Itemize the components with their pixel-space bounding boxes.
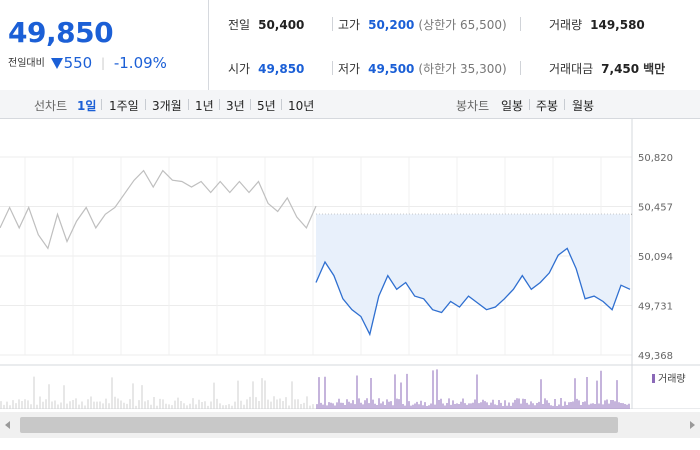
series-area-today	[316, 214, 630, 335]
current-price-box: 49,850 전일대비 550 | -1.09%	[0, 0, 209, 90]
stat-label: 고가	[338, 18, 361, 32]
stat-label: 거래량	[549, 18, 583, 32]
divider	[281, 99, 282, 110]
stat-label: 저가	[338, 62, 361, 76]
tab-period-1y[interactable]: 1년	[195, 99, 214, 113]
stat-value: 50,200	[368, 18, 415, 32]
stat-trade-value: 거래대금 7,450 백만	[549, 60, 665, 77]
stat-value: 7,450	[601, 62, 640, 76]
scroll-right-icon[interactable]	[690, 421, 695, 429]
tab-period-1d[interactable]: 1일	[77, 99, 97, 113]
candle-chart-label: 봉차트	[456, 99, 490, 113]
intraday-chart: 50,820 50,457 50,094 49,731 49,368 거래량	[0, 119, 700, 409]
tab-candle-daily[interactable]: 일봉	[501, 99, 524, 113]
divider	[188, 99, 189, 110]
tab-period-5y[interactable]: 5년	[257, 99, 276, 113]
stat-label: 거래대금	[549, 62, 594, 76]
price-summary: 49,850 전일대비 550 | -1.09% 전일 50,400 고가 50,2…	[0, 0, 700, 91]
stat-sub: (하한가 35,300)	[418, 62, 507, 76]
tab-period-3y[interactable]: 3년	[226, 99, 245, 113]
change-percent: -1.09%	[113, 54, 167, 72]
stat-sub: (상한가 65,500)	[418, 18, 507, 32]
stat-value: 49,850	[258, 62, 305, 76]
stat-unit: 백만	[643, 62, 666, 76]
volume-legend-swatch	[652, 374, 655, 383]
change-amount: 550	[63, 54, 93, 72]
tab-period-3m[interactable]: 3개월	[152, 99, 182, 113]
y-tick-label: 49,368	[638, 351, 673, 362]
stat-prev-close: 전일 50,400	[228, 16, 304, 33]
down-triangle-icon	[50, 58, 63, 69]
chart-toolbar: 선차트 1일 1주일 3개월 1년 3년 5년 10년 봉차트 일봉 주봉 월봉	[0, 90, 700, 119]
stat-high: 고가 50,200 (상한가 65,500)	[338, 16, 507, 33]
stat-value: 149,580	[590, 18, 645, 32]
divider	[529, 99, 530, 110]
y-tick-label: 50,820	[638, 153, 673, 164]
y-tick-label: 49,731	[638, 302, 673, 313]
volume-legend-label: 거래량	[658, 373, 686, 385]
stat-value: 49,500	[368, 62, 415, 76]
tab-candle-weekly[interactable]: 주봉	[536, 99, 559, 113]
divider	[564, 99, 565, 110]
divider	[332, 17, 333, 31]
divider	[520, 61, 521, 75]
stat-label: 전일	[228, 18, 251, 32]
stat-value: 50,400	[258, 18, 305, 32]
divider	[101, 99, 102, 110]
y-tick-label: 50,094	[638, 252, 673, 263]
tab-period-1w[interactable]: 1주일	[109, 99, 139, 113]
divider	[520, 17, 521, 31]
line-chart-label: 선차트	[34, 99, 68, 113]
current-price: 49,850	[8, 16, 114, 49]
divider	[145, 99, 146, 110]
divider	[219, 99, 220, 110]
change-label: 전일대비	[8, 58, 45, 69]
series-line-prev-day	[0, 169, 317, 250]
scroll-thumb[interactable]	[20, 417, 618, 433]
tab-period-10y[interactable]: 10년	[288, 99, 315, 113]
scroll-left-icon[interactable]	[5, 421, 10, 429]
divider	[332, 61, 333, 75]
chart-scrollbar[interactable]	[0, 412, 700, 438]
stat-volume: 거래량 149,580	[549, 16, 645, 33]
series-line-today	[315, 247, 631, 337]
divider	[250, 99, 251, 110]
stat-low: 저가 49,500 (하한가 35,300)	[338, 60, 507, 77]
price-change: 전일대비 550 | -1.09%	[8, 54, 167, 72]
stat-open: 시가 49,850	[228, 60, 304, 77]
y-tick-label: 50,457	[638, 203, 673, 214]
chart-svg: 50,820 50,457 50,094 49,731 49,368 거래량	[0, 119, 700, 409]
stat-label: 시가	[228, 62, 251, 76]
tab-candle-monthly[interactable]: 월봉	[572, 99, 595, 113]
divider: |	[101, 56, 106, 70]
